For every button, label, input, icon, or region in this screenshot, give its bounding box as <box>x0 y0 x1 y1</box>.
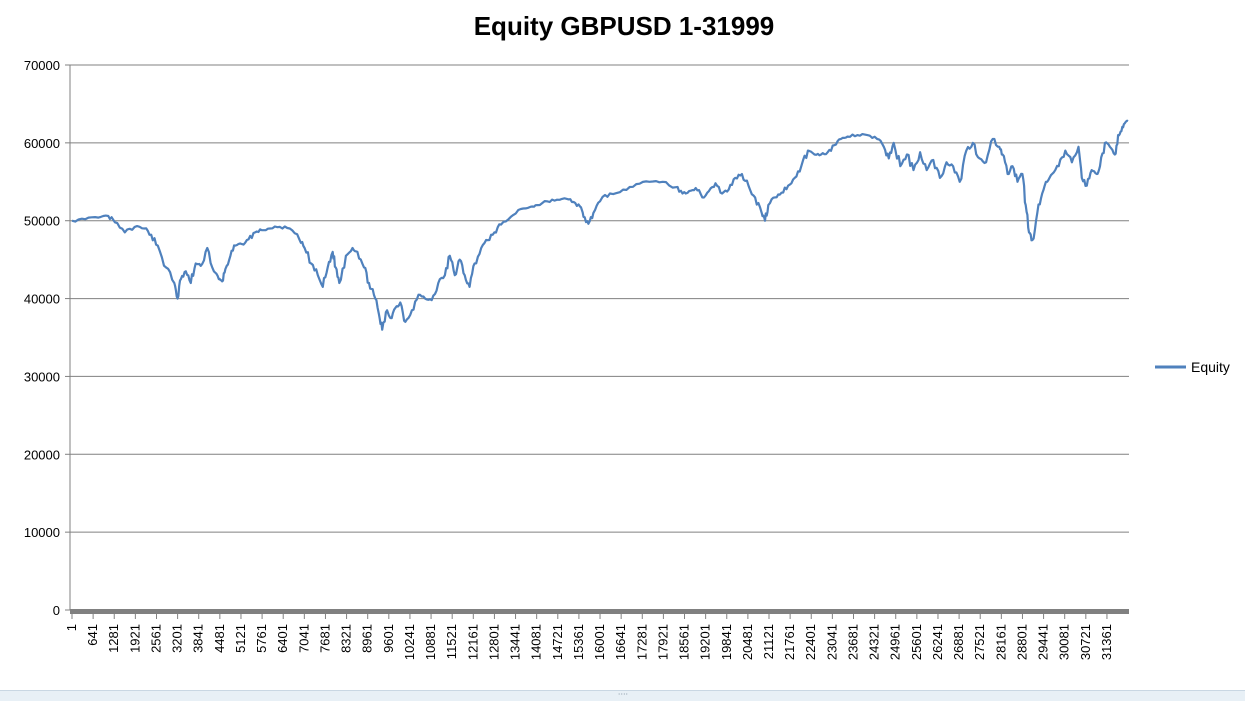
x-tick-label: 7041 <box>296 624 311 653</box>
x-tick-label: 3201 <box>170 624 185 653</box>
x-tick-label: 18561 <box>677 624 692 660</box>
x-tick-label: 13441 <box>508 624 523 660</box>
x-tick-label: 27521 <box>972 624 987 660</box>
y-tick-label: 40000 <box>24 292 60 307</box>
x-tick-label: 1281 <box>106 624 121 653</box>
x-tick-label: 25601 <box>909 624 924 660</box>
x-tick-label: 16641 <box>613 624 628 660</box>
legend-label-equity: Equity <box>1191 359 1230 375</box>
x-tick-label: 10881 <box>423 624 438 660</box>
y-tick-label: 10000 <box>24 525 60 540</box>
x-tick-label: 24321 <box>867 624 882 660</box>
x-tick-label: 1 <box>64 624 79 631</box>
x-tick-label: 28161 <box>993 624 1008 660</box>
x-tick-label: 17921 <box>655 624 670 660</box>
x-tick-label: 12161 <box>465 624 480 660</box>
x-tick-label: 5761 <box>254 624 269 653</box>
y-tick-label: 50000 <box>24 214 60 229</box>
x-tick-label: 2561 <box>148 624 163 653</box>
x-tick-label: 5121 <box>233 624 248 653</box>
y-tick-labels: 0 10000 20000 30000 40000 50000 60000 70000 <box>24 58 70 618</box>
x-tick-label: 10241 <box>402 624 417 660</box>
x-tick-label: 30721 <box>1078 624 1093 660</box>
x-tick-label: 19201 <box>698 624 713 660</box>
x-tick-label: 21121 <box>761 624 776 659</box>
y-tick-label: 0 <box>53 603 60 618</box>
x-tick-label: 12801 <box>486 624 501 660</box>
x-tick-label: 1921 <box>127 624 142 653</box>
x-tick-label: 4481 <box>212 624 227 653</box>
chart-title: Equity GBPUSD 1-31999 <box>474 11 775 41</box>
x-tick-label: 6401 <box>275 624 290 653</box>
x-tick-label: 14081 <box>529 624 544 660</box>
x-tick-label: 29441 <box>1036 624 1051 660</box>
x-tick-label: 3841 <box>191 624 206 653</box>
x-tick-label: 26241 <box>930 624 945 660</box>
y-tick-label: 20000 <box>24 447 60 462</box>
x-tick-label: 9601 <box>381 624 396 653</box>
x-tick-label: 641 <box>85 624 100 646</box>
x-tick-label: 20481 <box>740 624 755 660</box>
x-tick-label: 24961 <box>888 624 903 660</box>
x-tick-label: 8321 <box>339 624 354 653</box>
x-tick-label: 14721 <box>550 624 565 660</box>
resize-grip-icon[interactable]: ···· <box>617 690 629 699</box>
y-tick-label: 30000 <box>24 369 60 384</box>
y-tick-label: 70000 <box>24 58 60 73</box>
x-tick-label: 30081 <box>1057 624 1072 660</box>
x-tick-label: 8961 <box>360 624 375 653</box>
x-tick-label: 11521 <box>444 624 459 659</box>
x-tick-label: 28801 <box>1014 624 1029 660</box>
x-tick-label: 26881 <box>951 624 966 660</box>
x-tick-labels: 1 641 1281 1921 2561 3201 3841 4481 5121 5761 6401… <box>64 614 1114 660</box>
series-line-equity <box>71 119 1129 331</box>
x-axis <box>70 609 1129 614</box>
series-layer <box>71 119 1129 331</box>
x-tick-label: 31361 <box>1099 624 1114 660</box>
x-tick-label: 23681 <box>845 624 860 660</box>
gridlines <box>70 64 1129 533</box>
y-tick-label: 60000 <box>24 136 60 151</box>
x-tick-label: 21761 <box>782 624 797 660</box>
x-tick-label: 23041 <box>824 624 839 660</box>
status-bar <box>0 690 1245 701</box>
x-tick-label: 7681 <box>317 624 332 653</box>
x-tick-label: 22401 <box>803 624 818 660</box>
x-tick-label: 17281 <box>634 624 649 660</box>
x-tick-label: 15361 <box>571 624 586 660</box>
legend: Equity <box>1155 359 1230 375</box>
x-tick-label: 16001 <box>592 624 607 660</box>
x-tick-label: 19841 <box>719 624 734 660</box>
